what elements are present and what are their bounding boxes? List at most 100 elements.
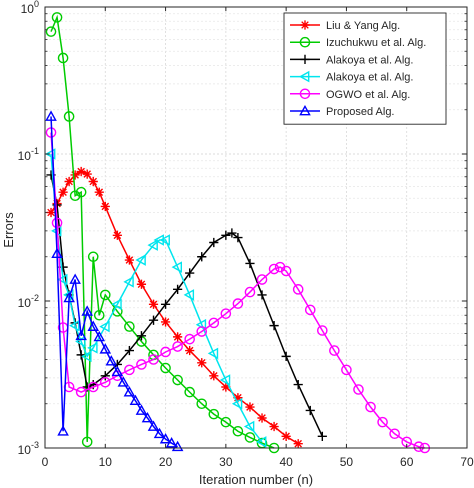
data-point <box>207 347 219 360</box>
data-point <box>232 425 244 437</box>
data-point <box>220 416 232 428</box>
series-6 <box>45 110 184 452</box>
data-point <box>57 425 69 436</box>
data-point <box>75 186 87 198</box>
data-point <box>365 401 376 413</box>
legend-swatch-marker <box>300 20 310 30</box>
data-point <box>220 308 232 319</box>
data-point <box>69 319 80 332</box>
data-point <box>87 320 100 331</box>
data-point <box>123 276 134 288</box>
data-point <box>51 12 63 23</box>
data-point <box>44 148 56 160</box>
x-tick-label: 70 <box>460 455 474 469</box>
data-point <box>317 325 328 336</box>
data-point <box>64 176 74 187</box>
data-point <box>105 355 118 366</box>
data-point <box>353 384 364 395</box>
x-tick-label: 30 <box>219 455 233 469</box>
legend: Liu & Yang Alg. Izuchukwu et al. Alg. Alak… <box>283 12 447 125</box>
y-axis-label: Errors <box>1 212 16 248</box>
legend-swatch-marker <box>300 54 310 64</box>
y-tick-label: 10-3 <box>18 440 39 457</box>
data-point <box>185 268 195 278</box>
data-point <box>281 351 291 361</box>
y-tick-label: 10-1 <box>18 146 39 163</box>
data-point <box>81 350 92 363</box>
data-point <box>196 326 208 337</box>
legend-box <box>283 12 447 125</box>
data-point <box>124 345 134 356</box>
legend-label: OGWO et al. Alg. <box>326 89 410 101</box>
data-point <box>45 26 57 37</box>
data-point <box>111 298 122 311</box>
data-point <box>233 393 243 403</box>
data-point <box>148 315 159 325</box>
data-point <box>183 289 195 301</box>
series-line <box>50 14 275 449</box>
data-point <box>197 358 207 368</box>
series-1 <box>46 166 303 449</box>
data-point <box>233 232 243 243</box>
data-point <box>87 342 98 354</box>
series-layer <box>44 12 431 454</box>
data-point <box>87 251 99 263</box>
legend-item: Proposed Alg. <box>290 104 395 118</box>
data-point <box>100 201 110 212</box>
series-5 <box>45 127 431 454</box>
data-point <box>51 217 63 229</box>
data-point <box>148 299 159 309</box>
data-point <box>124 321 135 332</box>
legend-swatch-marker <box>299 88 311 100</box>
data-point <box>317 431 327 441</box>
series-line <box>50 153 263 443</box>
data-point <box>69 273 81 284</box>
data-point <box>81 305 93 316</box>
legend-label: Alakoya et al. Alg. <box>326 54 413 66</box>
y-tick-label: 10-2 <box>18 293 39 310</box>
data-point <box>257 413 267 423</box>
data-point <box>184 333 195 345</box>
data-point <box>209 237 219 248</box>
x-tick-label: 40 <box>279 455 293 469</box>
data-point <box>75 386 87 398</box>
legend-label: Proposed Alg. <box>326 106 395 118</box>
y-tick-label: 100 <box>21 0 39 16</box>
series-4 <box>44 148 267 448</box>
data-point <box>292 284 304 295</box>
data-point <box>153 234 164 246</box>
data-point <box>93 309 105 321</box>
data-point <box>269 321 279 331</box>
data-point <box>81 436 93 448</box>
data-point <box>341 364 352 376</box>
data-point <box>159 433 172 444</box>
data-point <box>99 289 111 301</box>
data-point <box>243 420 255 433</box>
x-tick-label: 0 <box>42 455 49 469</box>
data-point <box>99 343 112 354</box>
data-point <box>46 207 56 218</box>
data-point <box>93 330 106 342</box>
x-tick-label: 60 <box>400 455 414 469</box>
data-point <box>147 239 158 251</box>
data-point <box>58 187 68 197</box>
data-point <box>135 254 146 266</box>
data-point <box>413 441 425 453</box>
data-point <box>63 111 75 122</box>
data-point <box>268 263 280 275</box>
data-point <box>141 411 154 423</box>
data-point <box>171 440 184 452</box>
data-point <box>256 274 268 285</box>
data-point <box>377 416 388 428</box>
data-point <box>293 439 303 449</box>
data-point <box>209 371 219 381</box>
x-tick-label: 50 <box>340 455 354 469</box>
data-point <box>51 247 63 259</box>
x-tick-label: 10 <box>99 455 113 469</box>
legend-item: Liu & Yang Alg. <box>290 20 400 32</box>
legend-item: OGWO et al. Alg. <box>290 88 410 101</box>
data-point <box>172 374 183 386</box>
data-point <box>57 52 69 64</box>
legend-swatch-marker <box>299 36 311 48</box>
